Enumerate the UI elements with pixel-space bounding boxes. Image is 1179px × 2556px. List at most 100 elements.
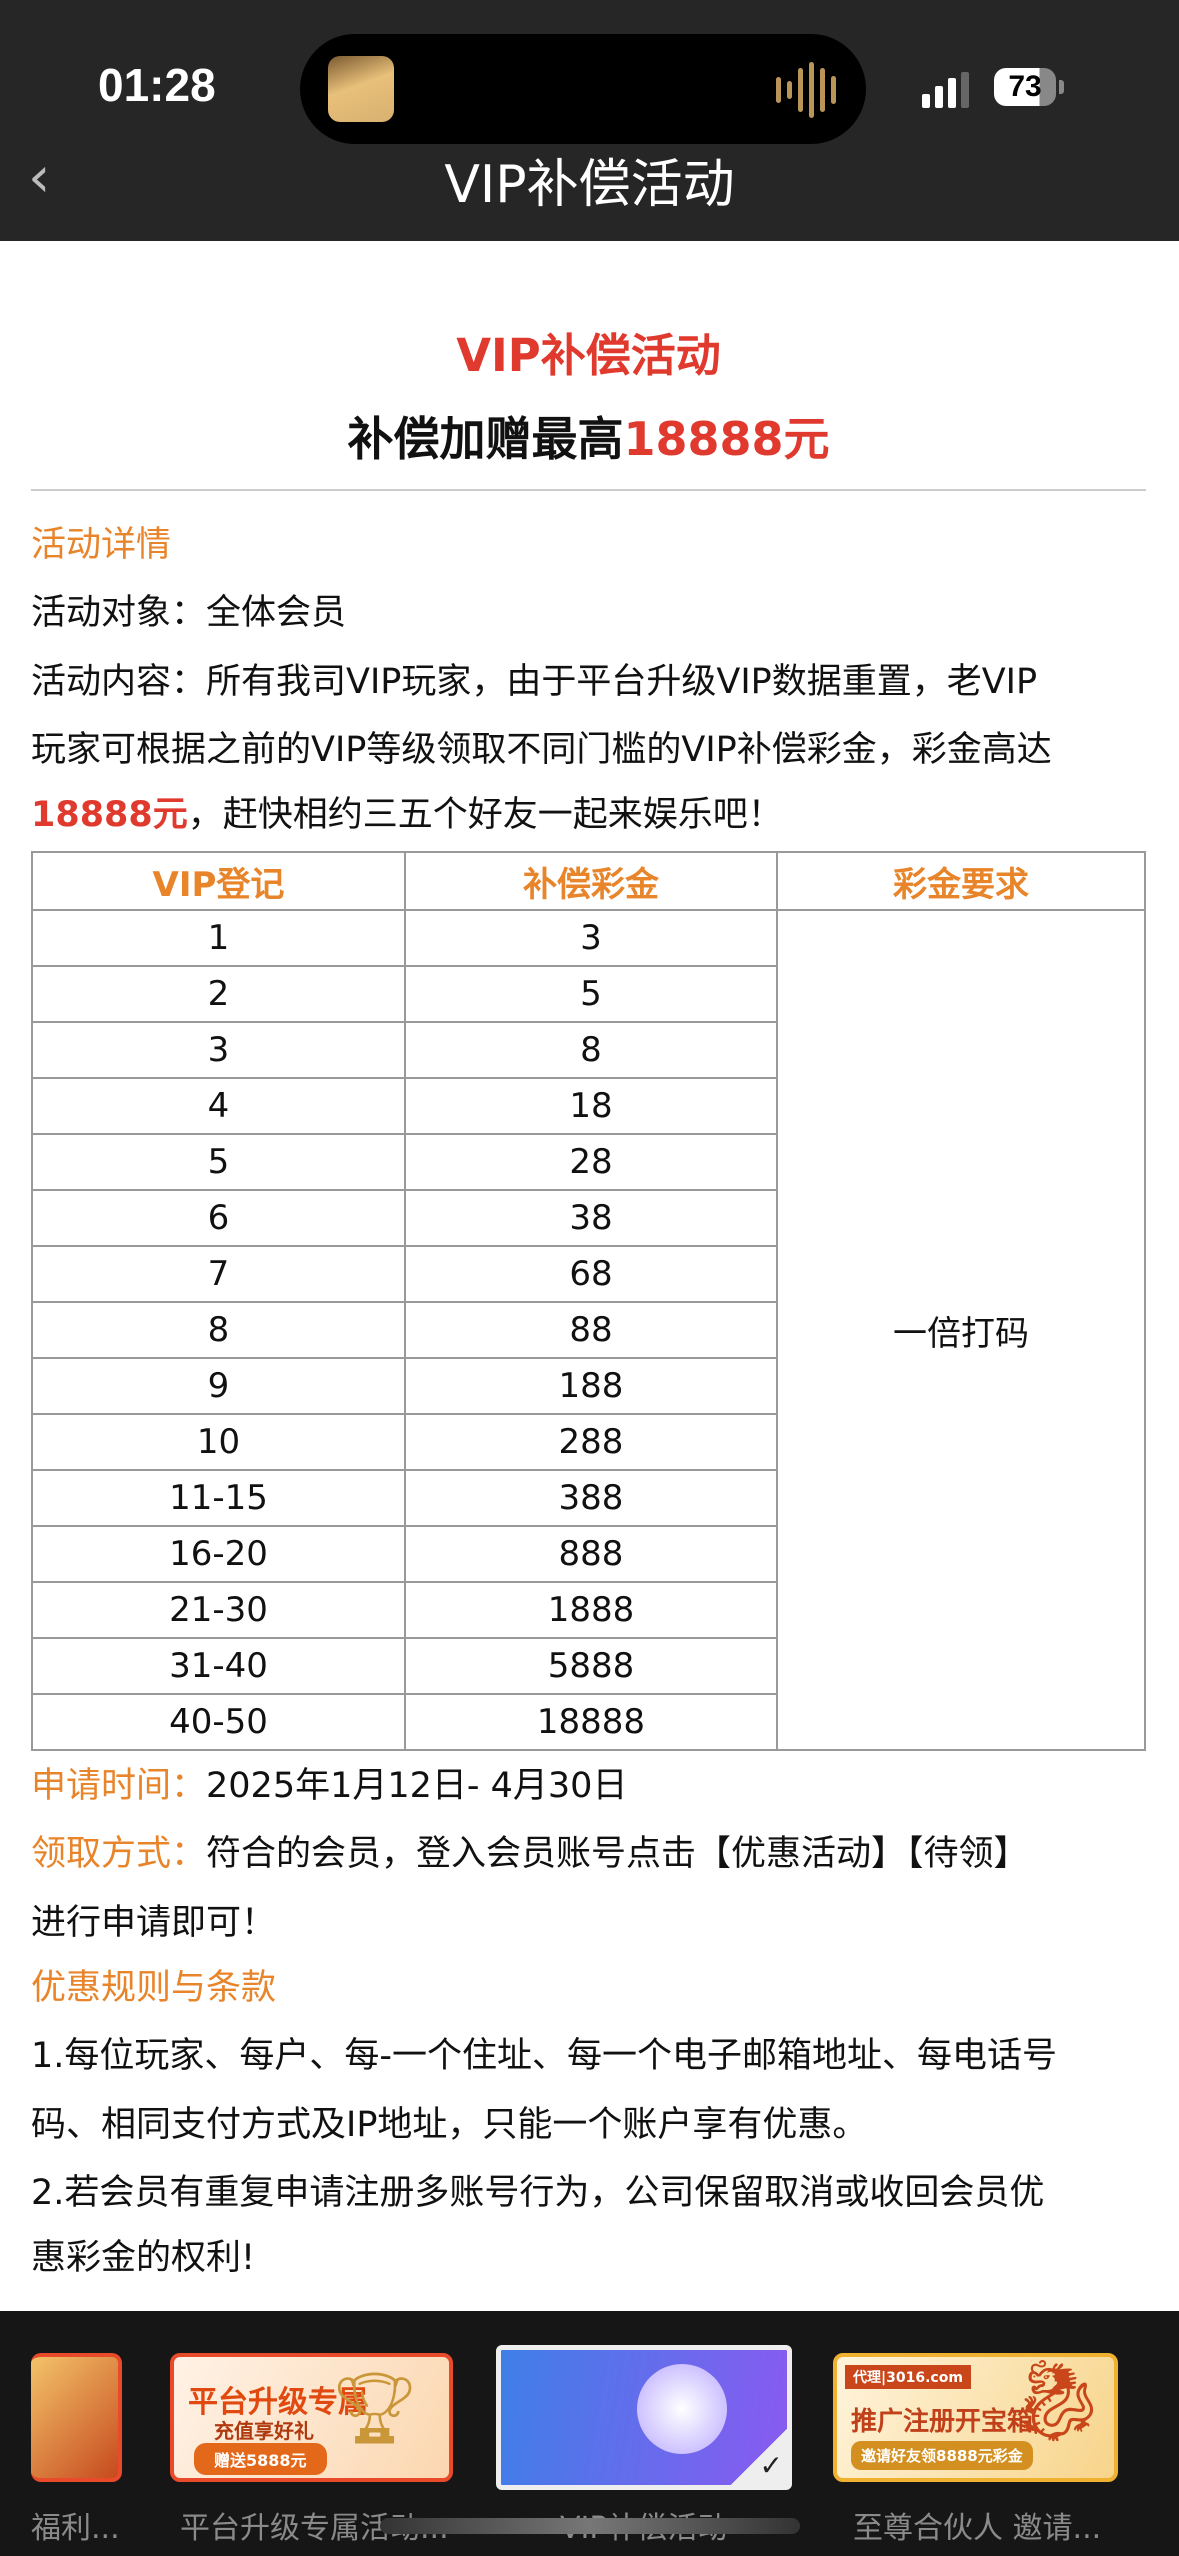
apply-time: 申请时间：2025年1月12日- 4月30日 <box>31 1762 627 1810</box>
chevron-left-icon[interactable]: ‹ <box>28 145 51 210</box>
signal-icon <box>922 72 969 108</box>
bonus-cell: 888 <box>404 1525 778 1583</box>
home-indicator[interactable] <box>380 2518 800 2534</box>
vip-level-cell: 1 <box>31 909 406 967</box>
bonus-cell: 388 <box>404 1469 778 1527</box>
table-row: 5 28 <box>31 1133 1145 1191</box>
content-text: ，赶快相约三五个好友一起来娱乐吧！ <box>187 795 783 835</box>
vip-level-cell: 16-20 <box>31 1525 406 1583</box>
card-subtitle: 邀请好友领8888元彩金 <box>851 2441 1033 2470</box>
vip-level-cell: 21-30 <box>31 1581 406 1639</box>
dragon-icon: 🐉︎ <box>1006 2354 1108 2447</box>
table-row: 6 38 <box>31 1189 1145 1247</box>
rule-line: 码、相同支付方式及IP地址，只能一个账户享有优惠。 <box>31 2105 868 2145</box>
details-content-3: 18888元，赶快相约三五个好友一起来娱乐吧！ <box>31 791 783 839</box>
page-switcher: 平台升级专属 充值享好礼 赠送5888元 🏆︎ ✓ 代理|3016.com 推广… <box>0 2311 1179 2556</box>
switcher-card-vip-compensation[interactable]: ✓ <box>496 2345 792 2490</box>
switcher-card-partner[interactable]: 代理|3016.com 推广注册开宝箱 邀请好友领8888元彩金 🐉︎ <box>833 2353 1118 2482</box>
vip-level-cell: 5 <box>31 1133 406 1191</box>
table-row: 8 88 <box>31 1301 1145 1359</box>
now-playing-artwork <box>328 56 394 122</box>
vip-level-cell: 8 <box>31 1301 406 1359</box>
vip-level-cell: 2 <box>31 965 406 1023</box>
card-title: 平台升级专属 <box>188 2385 368 2420</box>
battery-nub <box>1059 80 1064 94</box>
table-row: 40-50 18888 <box>31 1693 1145 1751</box>
apply-time-label: 申请时间： <box>31 1766 207 1806</box>
apply-method-label: 领取方式： <box>31 1834 207 1874</box>
vip-level-cell: 4 <box>31 1077 406 1135</box>
bonus-cell: 288 <box>404 1413 778 1471</box>
hero-title: VIP补偿活动 <box>456 329 721 382</box>
col-header-requirement: 彩金要求 <box>776 851 1146 911</box>
trophy-icon: 🏆︎ <box>330 2367 419 2449</box>
card-brand: 代理|3016.com <box>845 2365 971 2389</box>
bonus-cell: 8 <box>404 1021 778 1079</box>
compensation-table: VIP登记 补偿彩金 彩金要求 1 3 一倍打码 2 5 3 8 4 18 5 28 6 38 7 68 8 8… <box>31 851 1146 1751</box>
card-subtitle: 充值享好礼 <box>214 2419 314 2443</box>
details-heading: 活动详情 <box>31 525 172 565</box>
table-row: 9 188 <box>31 1357 1145 1415</box>
details-target: 活动对象：全体会员 <box>31 593 347 633</box>
vip-level-cell: 11-15 <box>31 1469 406 1527</box>
page-title: VIP补偿活动 <box>444 155 735 215</box>
vip-level-cell: 6 <box>31 1189 406 1247</box>
switcher-label[interactable]: 至尊合伙人 邀请... <box>853 2511 1102 2546</box>
checkmark-icon: ✓ <box>729 2427 787 2485</box>
switcher-label[interactable]: 福利... <box>31 2511 120 2546</box>
apply-method-2: 进行申请即可！ <box>31 1903 277 1943</box>
vip-level-cell: 10 <box>31 1413 406 1471</box>
vip-level-cell: 31-40 <box>31 1637 406 1695</box>
bonus-cell: 18 <box>404 1077 778 1135</box>
card-badge: 赠送5888元 <box>194 2443 327 2475</box>
apply-time-value: 2025年1月12日- 4月30日 <box>206 1766 628 1806</box>
col-header-vip: VIP登记 <box>31 851 406 911</box>
col-header-bonus: 补偿彩金 <box>404 851 778 911</box>
battery-icon: 73 <box>994 68 1056 106</box>
table-row: 16-20 888 <box>31 1525 1145 1583</box>
table-row: 7 68 <box>31 1245 1145 1303</box>
bonus-cell: 5 <box>404 965 778 1023</box>
switcher-card-platform-upgrade[interactable]: 平台升级专属 充值享好礼 赠送5888元 🏆︎ <box>170 2353 453 2482</box>
bonus-cell: 5888 <box>404 1637 778 1695</box>
bonus-cell: 28 <box>404 1133 778 1191</box>
apply-method-value: 符合的会员，登入会员账号点击【优惠活动】【待领】 <box>206 1834 1029 1874</box>
top-bar: 01:28 73 ‹ VIP补偿活动 <box>0 0 1179 241</box>
content-amount: 18888元 <box>31 795 188 835</box>
vip-level-cell: 40-50 <box>31 1693 406 1751</box>
bonus-cell: 38 <box>404 1189 778 1247</box>
switcher-card-welfare[interactable] <box>31 2353 122 2482</box>
rule-line: 惠彩金的权利! <box>31 2238 256 2278</box>
table-row: 11-15 388 <box>31 1469 1145 1527</box>
rules-heading: 优惠规则与条款 <box>31 1968 277 2008</box>
rule-line: 1.每位玩家、每户、每-一个住址、每一个电子邮箱地址、每电话号 <box>31 2036 1058 2076</box>
vip-level-cell: 7 <box>31 1245 406 1303</box>
audio-waveform-icon <box>776 62 836 118</box>
details-content-1: 活动内容：所有我司VIP玩家，由于平台升级VIP数据重置，老VIP <box>31 662 1038 702</box>
status-time: 01:28 <box>98 59 216 111</box>
dynamic-island[interactable] <box>300 34 866 144</box>
table-row: 10 288 <box>31 1413 1145 1471</box>
table-row: 21-30 1888 <box>31 1581 1145 1639</box>
divider <box>31 489 1146 491</box>
bonus-cell: 68 <box>404 1245 778 1303</box>
subtitle-text: 补偿加赠最高 <box>347 412 624 466</box>
requirement-cell: 一倍打码 <box>776 909 1146 1751</box>
subtitle-amount: 18888元 <box>623 412 830 466</box>
vip-level-cell: 9 <box>31 1357 406 1415</box>
bonus-cell: 3 <box>404 909 778 967</box>
rule-line: 2.若会员有重复申请注册多账号行为，公司保留取消或收回会员优 <box>31 2173 1045 2213</box>
table-row: 4 18 <box>31 1077 1145 1135</box>
bonus-cell: 18888 <box>404 1693 778 1751</box>
card-title: 推广注册开宝箱 <box>851 2407 1034 2437</box>
vip-level-cell: 3 <box>31 1021 406 1079</box>
lottery-globe-icon <box>637 2364 727 2454</box>
hero-subtitle: 补偿加赠最高18888元 <box>31 403 1146 469</box>
table-row: 1 3 一倍打码 <box>31 909 1146 1751</box>
details-content-2: 玩家可根据之前的VIP等级领取不同门槛的VIP补偿彩金，彩金高达 <box>31 730 1052 770</box>
bonus-cell: 1888 <box>404 1581 778 1639</box>
apply-method: 领取方式：符合的会员，登入会员账号点击【优惠活动】【待领】 <box>31 1830 1029 1878</box>
bonus-cell: 188 <box>404 1357 778 1415</box>
